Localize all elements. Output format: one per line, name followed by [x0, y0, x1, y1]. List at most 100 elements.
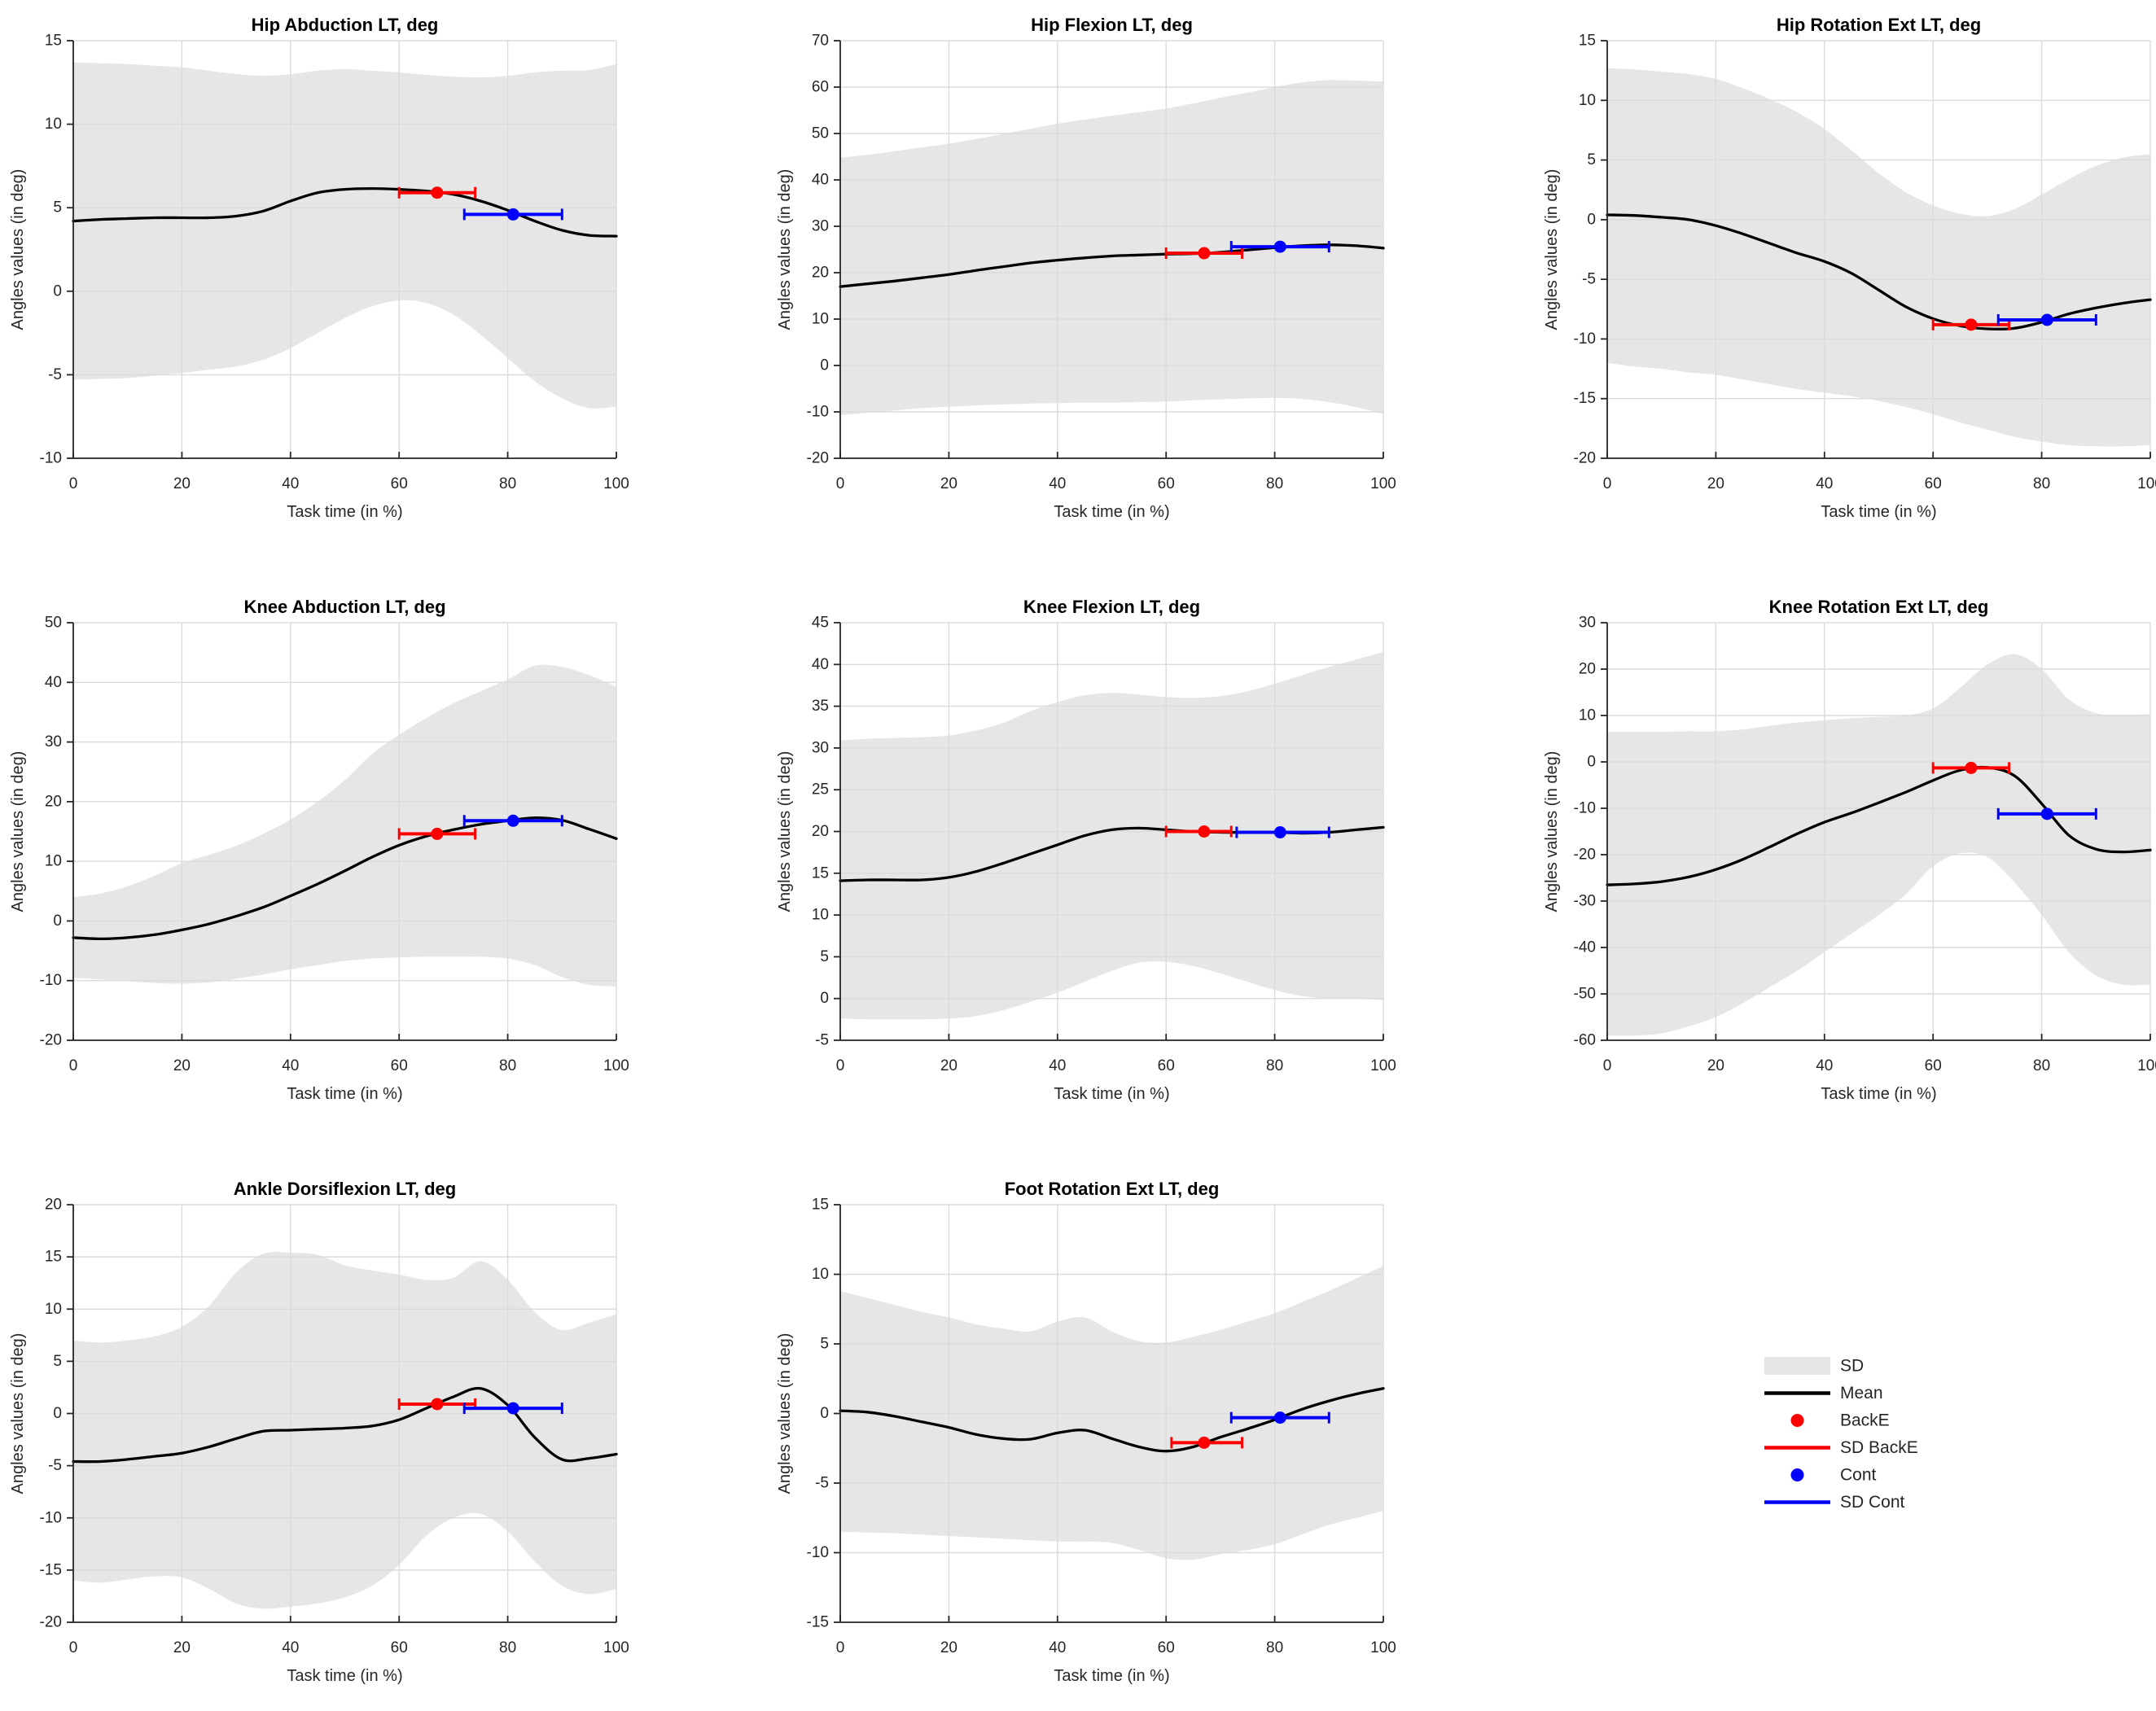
y-tick-label: 10 [1579, 707, 1596, 724]
x-axis-label: Task time (in %) [1054, 1085, 1169, 1103]
mean-line [72, 186, 618, 238]
y-tick-label: -10 [807, 404, 829, 421]
mean-line [839, 1387, 1385, 1453]
y-tick-label: 0 [53, 282, 62, 300]
y-tick-label: -20 [40, 1614, 62, 1631]
y-tick-label: 40 [812, 172, 829, 189]
x-tick-label: 100 [2137, 475, 2156, 492]
x-tick-label: 40 [1816, 475, 1833, 492]
mean-line [1606, 765, 2152, 886]
mean-line [72, 816, 618, 941]
axes [1601, 40, 2151, 459]
legend-item-label: Cont [1840, 1466, 1877, 1485]
sd-band [1607, 68, 2150, 447]
x-tick-label: 60 [1925, 475, 1942, 492]
x-tick-label: 40 [282, 475, 299, 492]
y-axis-label: Angles values (in deg) [1543, 169, 1561, 330]
x-tick-label: 60 [1158, 1057, 1175, 1074]
y-tick-label: 60 [812, 79, 829, 96]
y-tick-label: -40 [1574, 939, 1596, 956]
x-tick-label: 20 [173, 475, 191, 492]
y-tick-label: -5 [815, 1032, 829, 1049]
y-tick-label: -10 [1574, 330, 1596, 348]
y-tick-label: 15 [45, 33, 62, 50]
y-tick-label: -10 [1574, 800, 1596, 817]
x-tick-label: 40 [1049, 1639, 1066, 1656]
y-tick-label: -5 [1582, 271, 1596, 288]
x-tick-label: 80 [1266, 1639, 1283, 1656]
y-tick-label: 40 [45, 674, 62, 691]
x-tick-label: 100 [1370, 475, 1396, 492]
backe-marker [1198, 247, 1211, 260]
axes [67, 40, 617, 459]
x-tick-label: 20 [173, 1057, 191, 1074]
y-tick-label: 5 [53, 199, 62, 217]
legend-item-label: Mean [1840, 1384, 1883, 1402]
plot-title: Knee Flexion LT, deg [1023, 597, 1200, 617]
subplot-knee-abduction-lt-deg: 0 20 40 60 80 100 -20 -10 0 10 20 30 40 50 Knee Abduct… [9, 597, 629, 1103]
sd-cont-errorbar [1229, 240, 1330, 253]
axes [834, 40, 1384, 459]
y-axis-label: Angles values (in deg) [9, 1333, 27, 1494]
x-tick-label: 0 [836, 1639, 845, 1656]
x-tick-label: 40 [1049, 475, 1066, 492]
y-tick-label: -20 [807, 450, 829, 467]
y-tick-label: 15 [1579, 33, 1596, 50]
y-tick-label: 35 [812, 698, 829, 715]
x-tick-label: 40 [282, 1639, 299, 1656]
sd-backe-errorbar [1931, 318, 2011, 331]
x-tick-label: 0 [836, 1057, 845, 1074]
x-tick-label: 0 [1603, 1057, 1612, 1074]
cont-marker [1273, 240, 1286, 253]
y-tick-label: -60 [1574, 1032, 1596, 1049]
x-tick-label: 100 [603, 1639, 629, 1656]
y-tick-label: -10 [807, 1544, 829, 1561]
y-tick-label: 15 [45, 1249, 62, 1266]
x-tick-label: 20 [940, 1057, 957, 1074]
y-tick-label: 10 [812, 1266, 829, 1283]
y-tick-label: 10 [45, 1301, 62, 1318]
sd-band [1607, 654, 2150, 1036]
y-tick-label: 5 [53, 1353, 62, 1370]
y-tick-label: 25 [812, 781, 829, 799]
backe-marker [431, 1398, 444, 1411]
y-tick-label: -10 [40, 972, 62, 989]
x-tick-label: 100 [603, 475, 629, 492]
y-tick-label: 10 [812, 907, 829, 924]
x-tick-label: 40 [1049, 1057, 1066, 1074]
sd-cont-errorbar [462, 814, 563, 827]
x-tick-label: 0 [69, 475, 78, 492]
sd-backe-errorbar [1164, 247, 1244, 260]
x-tick-label: 20 [173, 1639, 191, 1656]
y-tick-label: 10 [812, 311, 829, 328]
sd-backe-errorbar [1164, 825, 1233, 838]
y-tick-label: 30 [812, 739, 829, 756]
sd-band [73, 664, 616, 987]
backe-marker [431, 186, 444, 199]
y-tick-label: 20 [45, 1197, 62, 1214]
y-tick-label: -5 [48, 366, 62, 383]
subplot-hip-flexion-lt-deg: 0 20 40 60 80 100 -20 -10 0 10 20 30 40 50 60 70 Hip Fle… [776, 15, 1396, 521]
x-axis-label: Task time (in %) [1821, 503, 1936, 521]
y-tick-label: 5 [820, 1336, 829, 1353]
subplot-ankle-dorsiflexion-lt-deg: 0 20 40 60 80 100 -20 -15 -10 -5 0 5 10 15 20 Ankle Dor… [9, 1179, 629, 1685]
legend: SD Mean BackE SD BackE Cont SD Cont [1764, 1357, 1918, 1512]
x-tick-label: 0 [69, 1639, 78, 1656]
y-tick-label: -20 [1574, 450, 1596, 467]
legend-swatch-dot [1790, 1468, 1804, 1481]
y-tick-label: 30 [1579, 615, 1596, 632]
x-tick-label: 20 [1707, 475, 1724, 492]
legend-item-sd: SD [1764, 1357, 1864, 1376]
y-tick-label: -20 [40, 1032, 62, 1049]
sd-backe-errorbar [397, 827, 477, 840]
y-tick-label: -10 [40, 1509, 62, 1526]
y-tick-label: 10 [1579, 92, 1596, 109]
x-tick-label: 20 [1707, 1057, 1724, 1074]
y-tick-label: 5 [1587, 151, 1596, 168]
plot-title: Hip Abduction LT, deg [252, 15, 439, 35]
plot-title: Knee Abduction LT, deg [243, 597, 445, 617]
mean-line [1606, 213, 2152, 330]
x-tick-label: 80 [2033, 475, 2050, 492]
sd-cont-errorbar [1996, 313, 2097, 326]
